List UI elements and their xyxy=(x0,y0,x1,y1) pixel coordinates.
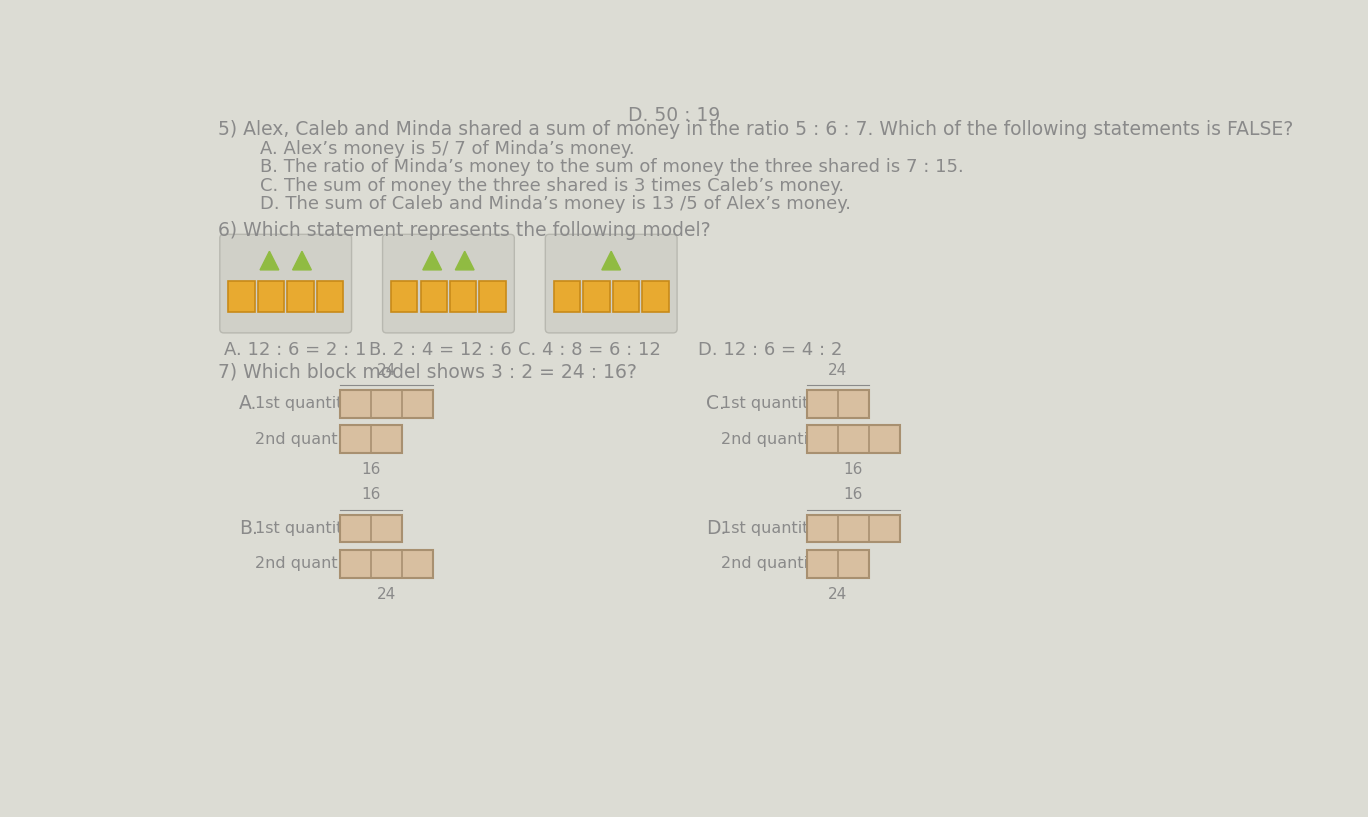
Bar xyxy=(613,281,639,312)
Text: 24: 24 xyxy=(828,363,847,377)
Bar xyxy=(807,550,869,578)
Bar xyxy=(642,281,669,312)
Text: 16: 16 xyxy=(361,462,380,477)
Text: 1st quantity: 1st quantity xyxy=(254,396,352,411)
Text: 16: 16 xyxy=(843,487,863,502)
Text: C.: C. xyxy=(706,395,725,413)
Text: C. The sum of money the three shared is 3 times Caleb’s money.: C. The sum of money the three shared is … xyxy=(260,176,844,194)
Bar xyxy=(341,390,432,417)
FancyBboxPatch shape xyxy=(220,234,352,333)
Bar xyxy=(341,550,432,578)
Bar xyxy=(807,515,900,542)
Bar xyxy=(420,281,447,312)
Bar xyxy=(583,281,610,312)
Text: A.: A. xyxy=(239,395,257,413)
Text: D.: D. xyxy=(706,519,726,538)
Bar xyxy=(317,281,343,312)
Text: 2nd quantity: 2nd quantity xyxy=(254,556,357,571)
Text: 2nd quantity: 2nd quantity xyxy=(721,556,824,571)
Text: A. 12 : 6 = 2 : 1: A. 12 : 6 = 2 : 1 xyxy=(224,342,367,359)
Polygon shape xyxy=(423,252,442,270)
Text: 7) Which block model shows 3 : 2 = 24 : 16?: 7) Which block model shows 3 : 2 = 24 : … xyxy=(218,363,636,382)
Polygon shape xyxy=(260,252,279,270)
FancyBboxPatch shape xyxy=(546,234,677,333)
Bar xyxy=(287,281,313,312)
Text: 24: 24 xyxy=(828,587,847,602)
Text: C. 4 : 8 = 6 : 12: C. 4 : 8 = 6 : 12 xyxy=(518,342,661,359)
Text: 1st quantity: 1st quantity xyxy=(721,521,818,536)
Text: B.: B. xyxy=(239,519,259,538)
Bar xyxy=(257,281,285,312)
Text: D. 12 : 6 = 4 : 2: D. 12 : 6 = 4 : 2 xyxy=(698,342,843,359)
Bar xyxy=(341,515,402,542)
Polygon shape xyxy=(602,252,621,270)
Text: 1st quantity: 1st quantity xyxy=(721,396,818,411)
Text: A. Alex’s money is 5/ 7 of Minda’s money.: A. Alex’s money is 5/ 7 of Minda’s money… xyxy=(260,140,635,158)
Bar xyxy=(228,281,254,312)
Text: B. 2 : 4 = 12 : 6: B. 2 : 4 = 12 : 6 xyxy=(368,342,512,359)
Bar xyxy=(807,426,900,453)
Bar xyxy=(479,281,506,312)
Bar xyxy=(807,390,869,417)
Text: 6) Which statement represents the following model?: 6) Which statement represents the follow… xyxy=(218,221,710,240)
Polygon shape xyxy=(293,252,312,270)
FancyBboxPatch shape xyxy=(383,234,514,333)
Bar xyxy=(450,281,476,312)
Text: 24: 24 xyxy=(376,363,397,377)
Text: 1st quantity: 1st quantity xyxy=(254,521,352,536)
Bar xyxy=(554,281,580,312)
Text: 5) Alex, Caleb and Minda shared a sum of money in the ratio 5 : 6 : 7. Which of : 5) Alex, Caleb and Minda shared a sum of… xyxy=(218,119,1293,139)
Text: 16: 16 xyxy=(843,462,863,477)
Text: 2nd quantity: 2nd quantity xyxy=(254,431,357,447)
Text: D. 50 : 19: D. 50 : 19 xyxy=(628,105,721,125)
Bar xyxy=(341,426,402,453)
Text: D. The sum of Caleb and Minda’s money is 13 /5 of Alex’s money.: D. The sum of Caleb and Minda’s money is… xyxy=(260,195,851,213)
Text: 2nd quantity: 2nd quantity xyxy=(721,431,824,447)
Polygon shape xyxy=(456,252,475,270)
Bar xyxy=(391,281,417,312)
Text: 16: 16 xyxy=(361,487,380,502)
Text: B. The ratio of Minda’s money to the sum of money the three shared is 7 : 15.: B. The ratio of Minda’s money to the sum… xyxy=(260,158,964,176)
Text: 24: 24 xyxy=(376,587,397,602)
